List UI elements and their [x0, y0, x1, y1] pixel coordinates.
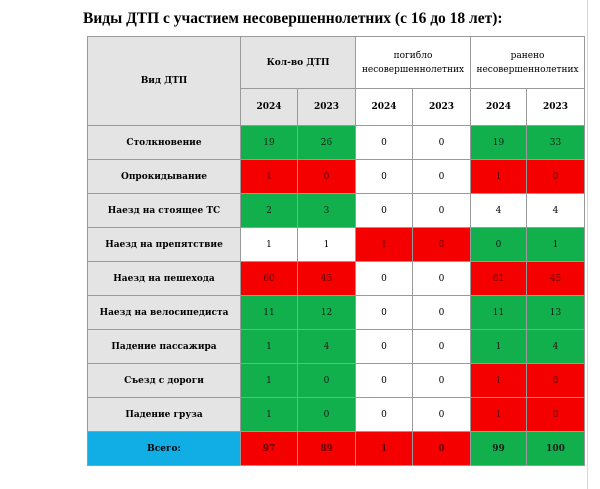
table-body: Столкновение 19 26 0 0 19 33 Опрокидывание 1 0 0 0 1… [87, 125, 586, 466]
value-cell: 1 [240, 329, 298, 364]
value-cell: 0 [355, 295, 414, 330]
value-cell: 0 [355, 363, 414, 398]
table-row: Наезд на пешехода 60 45 0 0 61 45 [87, 261, 586, 296]
table-row: Наезд на препятствие 1 1 1 0 0 1 [87, 227, 586, 262]
value-cell: 3 [296, 193, 357, 228]
total-value-cell: 0 [412, 431, 472, 466]
value-cell: 19 [470, 125, 528, 160]
value-cell: 4 [296, 329, 357, 364]
value-cell: 0 [526, 363, 586, 398]
row-label: Опрокидывание [87, 159, 241, 194]
total-value-cell: 1 [355, 431, 414, 466]
value-cell: 33 [526, 125, 586, 160]
page-edge-divider [587, 0, 588, 489]
value-cell: 45 [296, 261, 357, 296]
value-cell: 11 [470, 295, 528, 330]
table-row: Падение пассажира 1 4 0 0 1 4 [87, 329, 586, 364]
value-cell: 0 [355, 125, 414, 160]
table-row: Наезд на стоящее ТС 2 3 0 0 4 4 [87, 193, 586, 228]
header-vid-dtp: Вид ДТП [87, 36, 241, 126]
value-cell: 1 [526, 227, 586, 262]
row-label: Наезд на препятствие [87, 227, 241, 262]
value-cell: 0 [355, 159, 414, 194]
total-value-cell: 100 [526, 431, 586, 466]
value-cell: 13 [526, 295, 586, 330]
row-label: Столкновение [87, 125, 241, 160]
value-cell: 61 [470, 261, 528, 296]
value-cell: 0 [470, 227, 528, 262]
value-cell: 1 [470, 159, 528, 194]
value-cell: 1 [240, 159, 298, 194]
value-cell: 1 [470, 397, 528, 432]
value-cell: 1 [355, 227, 414, 262]
value-cell: 0 [412, 159, 472, 194]
dtp-table: Вид ДТП Кол-во ДТП погибло несовершеннол… [87, 36, 586, 466]
total-row: Всего: 97 89 1 0 99 100 [87, 431, 586, 466]
value-cell: 1 [240, 397, 298, 432]
value-cell: 0 [412, 329, 472, 364]
value-cell: 19 [240, 125, 298, 160]
value-cell: 45 [526, 261, 586, 296]
header-pogiblo: погибло несовершеннолетних [355, 36, 472, 89]
table-row: Наезд на велосипедиста 11 12 0 0 11 13 [87, 295, 586, 330]
value-cell: 0 [296, 363, 357, 398]
value-cell: 1 [240, 363, 298, 398]
header-kolvo-dtp: Кол-во ДТП [239, 36, 357, 89]
total-value-cell: 99 [470, 431, 528, 466]
row-label: Падение груза [87, 397, 241, 432]
value-cell: 1 [240, 227, 298, 262]
value-cell: 0 [412, 227, 472, 262]
page-title: Виды ДТП с участием несовершеннолетних (… [83, 10, 503, 27]
header-year-pogiblo-2024: 2024 [355, 88, 414, 126]
value-cell: 26 [296, 125, 357, 160]
header-raneno: ранено несовершеннолетних [470, 36, 586, 89]
value-cell: 0 [355, 193, 414, 228]
value-cell: 0 [412, 261, 472, 296]
header-year-raneno-2024: 2024 [470, 88, 528, 126]
value-cell: 1 [470, 363, 528, 398]
row-label: Съезд с дороги [87, 363, 241, 398]
value-cell: 4 [526, 329, 586, 364]
value-cell: 12 [296, 295, 357, 330]
total-value-cell: 97 [240, 431, 298, 466]
value-cell: 0 [355, 397, 414, 432]
header-year-kolvo-2023: 2023 [296, 88, 357, 126]
table-row: Падение груза 1 0 0 0 1 0 [87, 397, 586, 432]
total-value-cell: 89 [296, 431, 357, 466]
value-cell: 0 [412, 125, 472, 160]
row-label: Наезд на пешехода [87, 261, 241, 296]
total-label: Всего: [87, 431, 241, 466]
value-cell: 4 [470, 193, 528, 228]
row-label: Падение пассажира [87, 329, 241, 364]
value-cell: 0 [526, 397, 586, 432]
table-row: Столкновение 19 26 0 0 19 33 [87, 125, 586, 160]
header-year-pogiblo-2023: 2023 [412, 88, 472, 126]
value-cell: 0 [355, 329, 414, 364]
table-row: Съезд с дороги 1 0 0 0 1 0 [87, 363, 586, 398]
value-cell: 0 [296, 397, 357, 432]
value-cell: 0 [412, 295, 472, 330]
table-row: Опрокидывание 1 0 0 0 1 0 [87, 159, 586, 194]
value-cell: 1 [296, 227, 357, 262]
value-cell: 0 [412, 397, 472, 432]
value-cell: 0 [355, 261, 414, 296]
value-cell: 60 [240, 261, 298, 296]
value-cell: 0 [526, 159, 586, 194]
value-cell: 0 [412, 363, 472, 398]
value-cell: 2 [240, 193, 298, 228]
value-cell: 0 [412, 193, 472, 228]
value-cell: 1 [470, 329, 528, 364]
row-label: Наезд на велосипедиста [87, 295, 241, 330]
value-cell: 4 [526, 193, 586, 228]
header-year-raneno-2023: 2023 [526, 88, 586, 126]
value-cell: 11 [240, 295, 298, 330]
value-cell: 0 [296, 159, 357, 194]
header-year-kolvo-2024: 2024 [240, 88, 298, 126]
row-label: Наезд на стоящее ТС [87, 193, 241, 228]
